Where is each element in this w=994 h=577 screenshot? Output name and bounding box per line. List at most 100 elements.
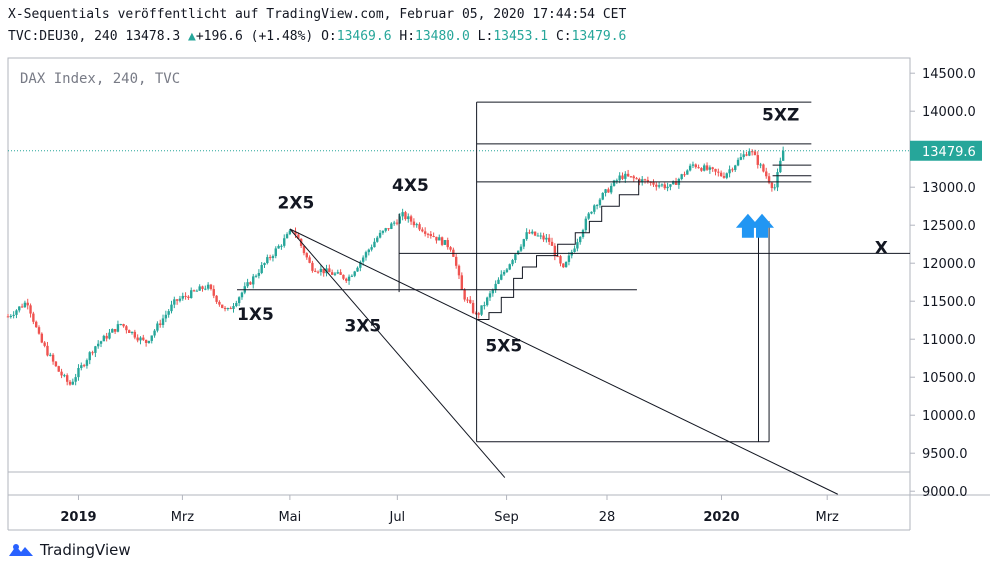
candle-body bbox=[392, 222, 396, 224]
candle-body bbox=[249, 282, 252, 285]
candle-body bbox=[274, 248, 277, 257]
candle-body bbox=[257, 272, 261, 276]
tradingview-footer: TradingView bbox=[8, 541, 131, 559]
candle-body bbox=[539, 235, 542, 237]
candle-body bbox=[601, 193, 604, 200]
candle-body bbox=[525, 232, 528, 240]
candle-body bbox=[734, 165, 737, 170]
candle-body bbox=[736, 159, 740, 166]
candle-body bbox=[268, 257, 272, 259]
candle-body bbox=[77, 368, 80, 378]
candle-body bbox=[82, 365, 86, 367]
candle-body bbox=[26, 302, 29, 306]
candle-body bbox=[669, 184, 672, 187]
candle-body bbox=[34, 321, 38, 328]
candle-body bbox=[178, 298, 182, 301]
candle-body bbox=[753, 151, 757, 156]
candle-body bbox=[773, 187, 776, 189]
y-tick-label: 11000.0 bbox=[922, 333, 976, 348]
candle-body bbox=[632, 176, 635, 179]
candle-body bbox=[491, 289, 495, 294]
tradingview-logo-icon bbox=[9, 544, 33, 556]
candle-body bbox=[46, 345, 49, 356]
annotation-label: 1X5 bbox=[237, 305, 274, 325]
candle-body bbox=[485, 297, 489, 306]
candle-body bbox=[364, 252, 368, 258]
x-tick-label: Mai bbox=[278, 510, 301, 525]
candle-body bbox=[378, 232, 382, 238]
drawing-line bbox=[289, 228, 838, 495]
candle-body bbox=[415, 224, 418, 226]
candle-body bbox=[584, 218, 588, 231]
candle-body bbox=[105, 335, 108, 339]
candle-body bbox=[703, 165, 706, 171]
candle-body bbox=[409, 216, 413, 222]
symbol-label: TVC:DEU30, 240 bbox=[8, 29, 118, 44]
candle-body bbox=[765, 171, 768, 177]
candle-body bbox=[469, 299, 472, 303]
candle-body bbox=[288, 230, 292, 235]
candle-body bbox=[221, 304, 224, 308]
ohlc-bar: TVC:DEU30, 240 13478.3 ▲+196.6 (+1.48%) … bbox=[8, 29, 626, 44]
candle-body bbox=[598, 199, 602, 206]
price-change: +196.6 (+1.48%) bbox=[195, 29, 314, 44]
candle-body bbox=[237, 297, 241, 304]
up-arrow-icon bbox=[735, 213, 760, 238]
candle-body bbox=[474, 312, 478, 314]
candle-body bbox=[638, 178, 641, 183]
candle-body bbox=[376, 237, 379, 242]
x-tick-label: Sep bbox=[494, 510, 519, 525]
annotation-label: X bbox=[875, 238, 888, 258]
candle-body bbox=[215, 295, 218, 302]
candle-body bbox=[173, 299, 176, 305]
candle-body bbox=[581, 230, 585, 237]
candle-body bbox=[548, 237, 551, 242]
candle-body bbox=[564, 261, 568, 268]
candle-body bbox=[618, 175, 621, 181]
candle-body bbox=[652, 182, 655, 185]
candle-body bbox=[688, 165, 692, 171]
y-tick-label: 12000.0 bbox=[922, 257, 976, 272]
candle-body bbox=[235, 303, 238, 307]
candle-body bbox=[229, 308, 232, 310]
candle-body bbox=[697, 167, 700, 169]
candle-body bbox=[133, 331, 137, 338]
candle-body bbox=[407, 216, 410, 220]
candle-body bbox=[305, 253, 308, 258]
candle-body bbox=[440, 237, 444, 245]
candle-body bbox=[390, 223, 393, 229]
x-tick-label: Mrz bbox=[171, 510, 195, 525]
candle-body bbox=[421, 229, 424, 232]
candle-body bbox=[291, 230, 294, 232]
candle-body bbox=[113, 329, 117, 332]
candle-body bbox=[748, 151, 751, 156]
candle-body bbox=[232, 306, 235, 310]
annotation-label: 4X5 bbox=[392, 176, 429, 196]
candle-body bbox=[423, 231, 427, 234]
candle-body bbox=[319, 268, 323, 272]
candle-body bbox=[370, 247, 373, 250]
candle-body bbox=[412, 221, 416, 226]
candle-body bbox=[722, 176, 726, 178]
candle-body bbox=[508, 264, 511, 270]
candle-body bbox=[85, 360, 89, 366]
candle-body bbox=[32, 313, 35, 322]
candle-body bbox=[621, 175, 624, 179]
candle-body bbox=[147, 340, 151, 343]
candle-body bbox=[336, 272, 339, 274]
candle-body bbox=[708, 167, 712, 170]
candle-body bbox=[384, 228, 387, 231]
current-price-label: 13479.6 bbox=[922, 145, 976, 160]
candle-body bbox=[63, 375, 66, 377]
candle-body bbox=[660, 184, 664, 186]
candle-body bbox=[745, 154, 748, 156]
candle-body bbox=[522, 239, 526, 247]
candle-body bbox=[500, 274, 503, 280]
candle-body bbox=[43, 342, 46, 346]
y-tick-label: 10500.0 bbox=[922, 371, 976, 386]
candle-body bbox=[480, 305, 483, 315]
candle-body bbox=[435, 236, 438, 241]
candle-body bbox=[514, 254, 517, 261]
candle-body bbox=[463, 289, 466, 300]
